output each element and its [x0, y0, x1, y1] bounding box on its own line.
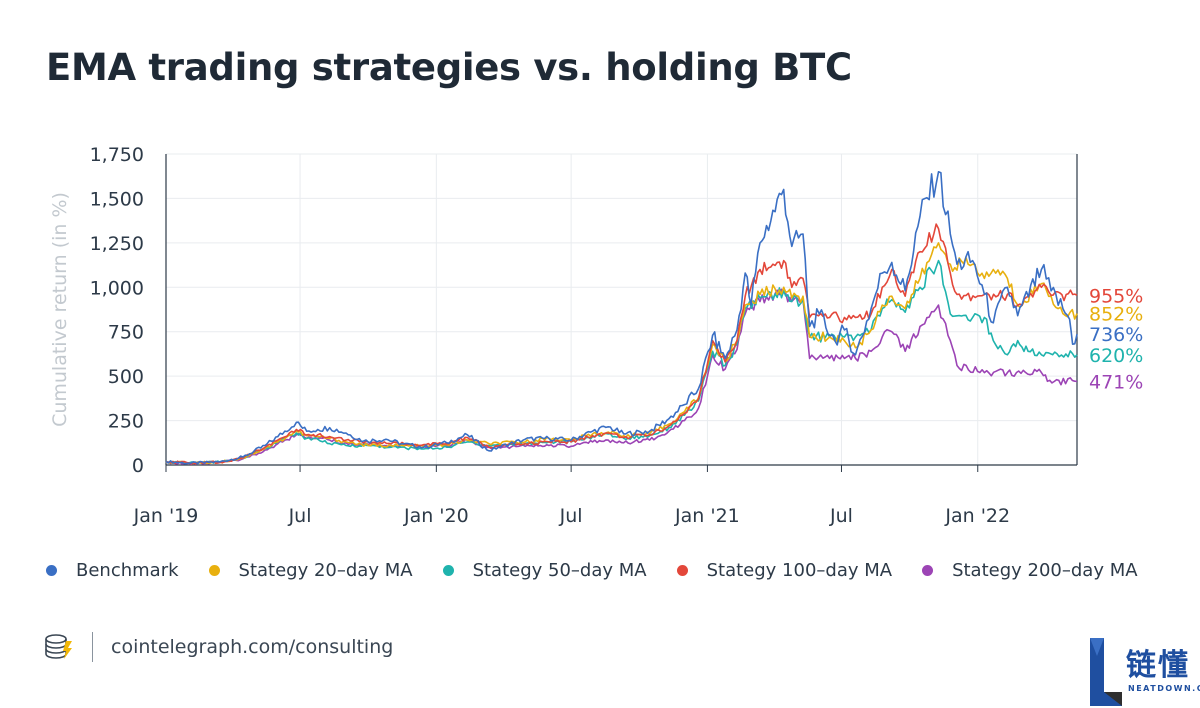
legend-item[interactable]: Stategy 100–day MA: [676, 559, 893, 581]
series-line-4: [165, 288, 1078, 466]
x-tick-label: Jan '22: [944, 505, 1010, 527]
brand-l-logo-icon: [1090, 638, 1122, 706]
legend: Benchmark Stategy 20–day MA Stategy 50–day…: [46, 557, 1138, 583]
coin-stack-icon: [45, 634, 72, 659]
legend-dot-icon: [922, 564, 934, 576]
watermark-en: NEATDOWN.COM: [1128, 684, 1200, 693]
x-tick-label: Jul: [559, 505, 583, 527]
end-value-label: 620%: [1089, 345, 1143, 367]
end-labels: 471% 620% 852%955% 736%: [1089, 285, 1143, 393]
x-tick-label: Jan '19: [133, 505, 199, 527]
legend-label: Stategy 20–day MA: [238, 559, 413, 581]
grid: [165, 153, 1077, 465]
legend-dot-icon: [676, 564, 688, 576]
x-tick-label: Jul: [288, 505, 312, 527]
x-tick-label: Jul: [829, 505, 853, 527]
series-line-2: [165, 259, 1078, 465]
series-line-0: [165, 171, 1078, 465]
footer-divider: [92, 632, 93, 662]
series-line-1: [165, 242, 1078, 465]
footer-site-link[interactable]: cointelegraph.com/consulting: [111, 636, 394, 658]
legend-dot-icon: [46, 564, 57, 576]
end-value-label: 852%: [1089, 304, 1143, 326]
y-tick-label: 1,500: [90, 188, 144, 210]
legend-label: Stategy 200–day MA: [952, 559, 1138, 581]
y-tick-label: 1,000: [90, 277, 144, 299]
end-value-label: 471%: [1089, 371, 1143, 393]
y-tick-label: 1,750: [90, 144, 144, 166]
legend-item[interactable]: Stategy 20–day MA: [208, 559, 413, 581]
legend-dot-icon: [442, 564, 454, 576]
y-tick-label: 750: [108, 322, 144, 344]
footer: cointelegraph.com/consulting: [42, 630, 393, 664]
series-line-3: [165, 223, 1078, 465]
watermark-cn: 链懂: [1126, 648, 1190, 683]
axes: 0 250 500 750 1,000 1,250 1,500 1,750 Jan '19 Jul…: [49, 144, 1078, 527]
legend-label: Benchmark: [76, 559, 179, 581]
y-tick-label: 0: [132, 455, 144, 477]
legend-item[interactable]: Stategy 50–day MA: [442, 559, 647, 581]
legend-label: Stategy 100–day MA: [706, 559, 893, 581]
legend-item[interactable]: Stategy 200–day MA: [922, 559, 1138, 581]
y-tick-label: 250: [108, 411, 144, 433]
legend-label: Stategy 50–day MA: [472, 559, 647, 581]
watermark: 链懂 NEATDOWN.COM: [1088, 636, 1200, 708]
y-tick-label: 500: [108, 366, 144, 388]
chart-title: EMA trading strategies vs. holding BTC: [46, 46, 852, 89]
legend-dot-icon: [208, 564, 220, 576]
y-axis-label: Cumulative return (in %): [49, 192, 71, 427]
line-chart: 0 250 500 750 1,000 1,250 1,500 1,750 Jan '19 Jul…: [49, 144, 1143, 527]
y-tick-label: 1,250: [90, 233, 144, 255]
end-value-label: 736%: [1089, 324, 1143, 346]
x-tick-label: Jan '20: [403, 505, 469, 527]
series-lines: [165, 171, 1078, 466]
end-value-label: 955%: [1089, 285, 1143, 307]
legend-item[interactable]: Benchmark: [46, 560, 179, 581]
x-tick-label: Jan '21: [674, 505, 740, 527]
